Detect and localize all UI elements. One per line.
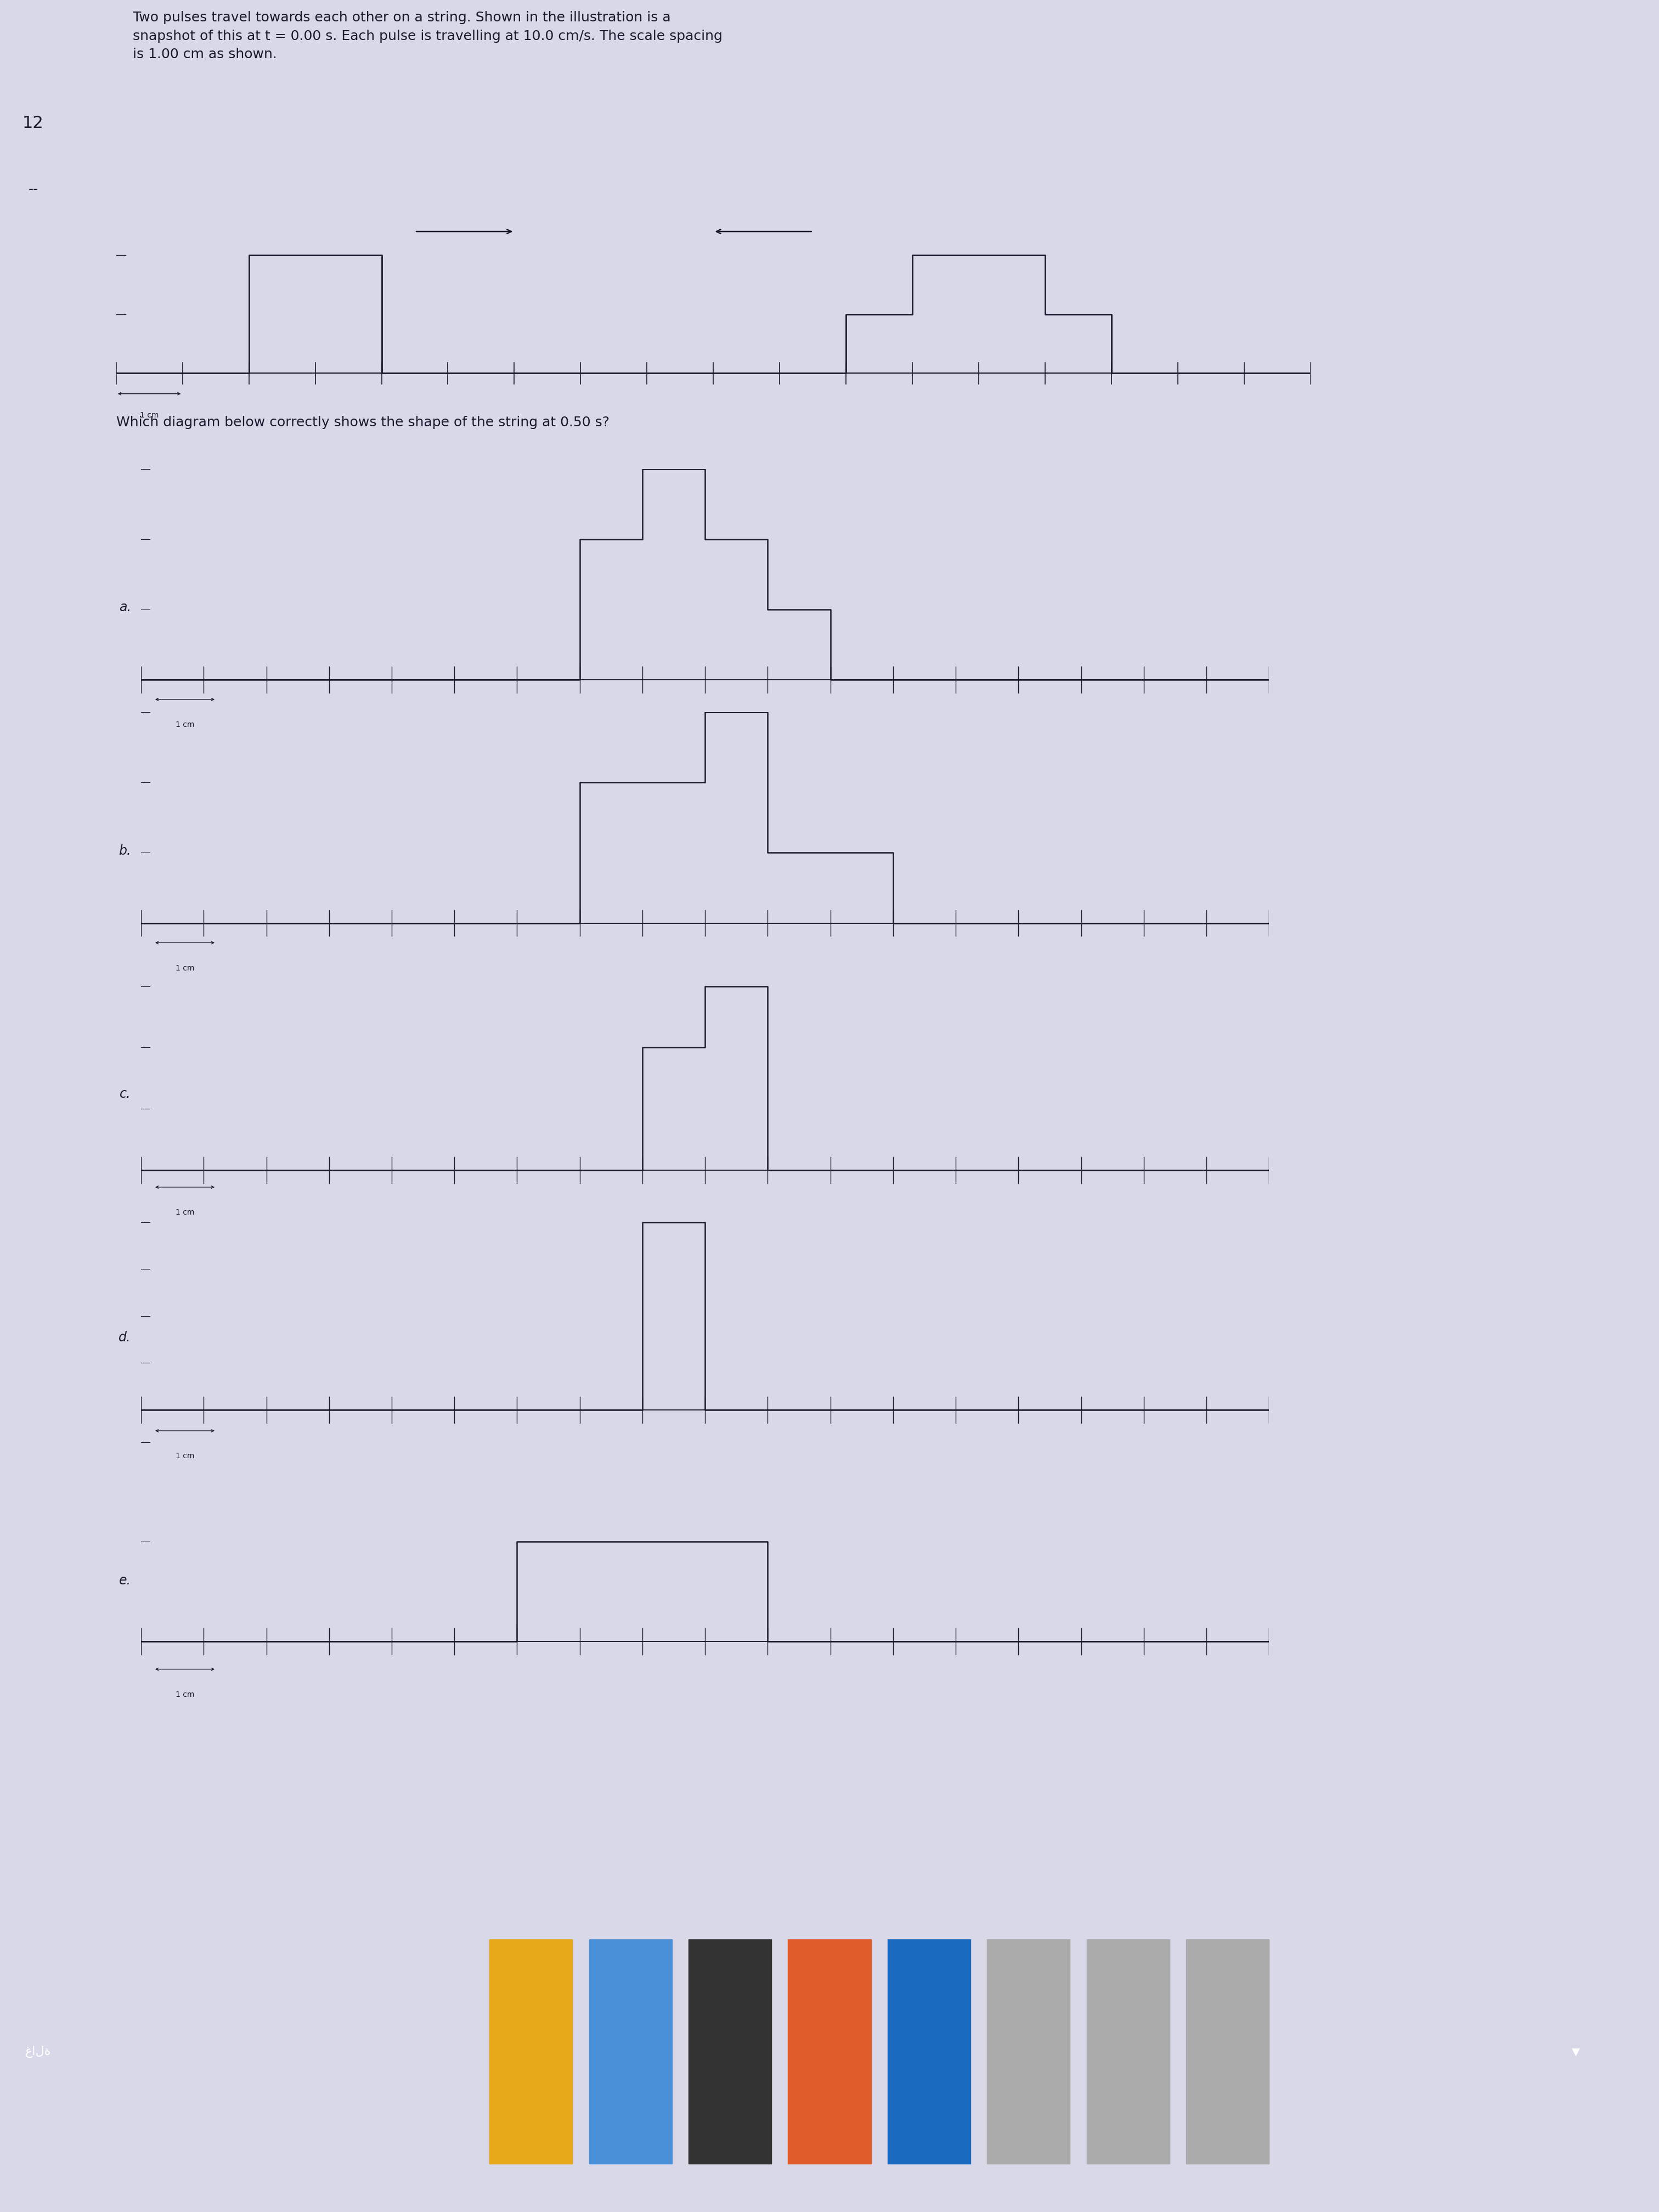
Text: 12: 12 xyxy=(23,115,43,131)
Bar xyxy=(489,1940,572,2163)
Text: 1 cm: 1 cm xyxy=(176,1453,194,1460)
Text: 1 cm: 1 cm xyxy=(176,1208,194,1217)
Text: 1 cm: 1 cm xyxy=(176,964,194,971)
Bar xyxy=(1186,1940,1269,2163)
Bar xyxy=(987,1940,1070,2163)
Text: b.: b. xyxy=(119,845,131,858)
Text: ▼: ▼ xyxy=(1573,2046,1579,2057)
Text: e.: e. xyxy=(119,1575,131,1588)
Bar xyxy=(788,1940,871,2163)
Text: Two pulses travel towards each other on a string. Shown in the illustration is a: Two pulses travel towards each other on … xyxy=(133,11,722,62)
Bar xyxy=(589,1940,672,2163)
Bar xyxy=(888,1940,971,2163)
Bar xyxy=(688,1940,771,2163)
Text: a.: a. xyxy=(119,602,131,615)
Text: Which diagram below correctly shows the shape of the string at 0.50 s?: Which diagram below correctly shows the … xyxy=(116,416,609,429)
Text: --: -- xyxy=(28,184,38,195)
Text: 1 cm: 1 cm xyxy=(176,721,194,728)
Bar xyxy=(1087,1940,1170,2163)
Text: 1 cm: 1 cm xyxy=(176,1690,194,1699)
Text: 1 cm: 1 cm xyxy=(139,411,159,418)
Text: غالة: غالة xyxy=(25,2046,51,2057)
Text: c.: c. xyxy=(119,1088,131,1102)
Text: d.: d. xyxy=(119,1332,131,1345)
